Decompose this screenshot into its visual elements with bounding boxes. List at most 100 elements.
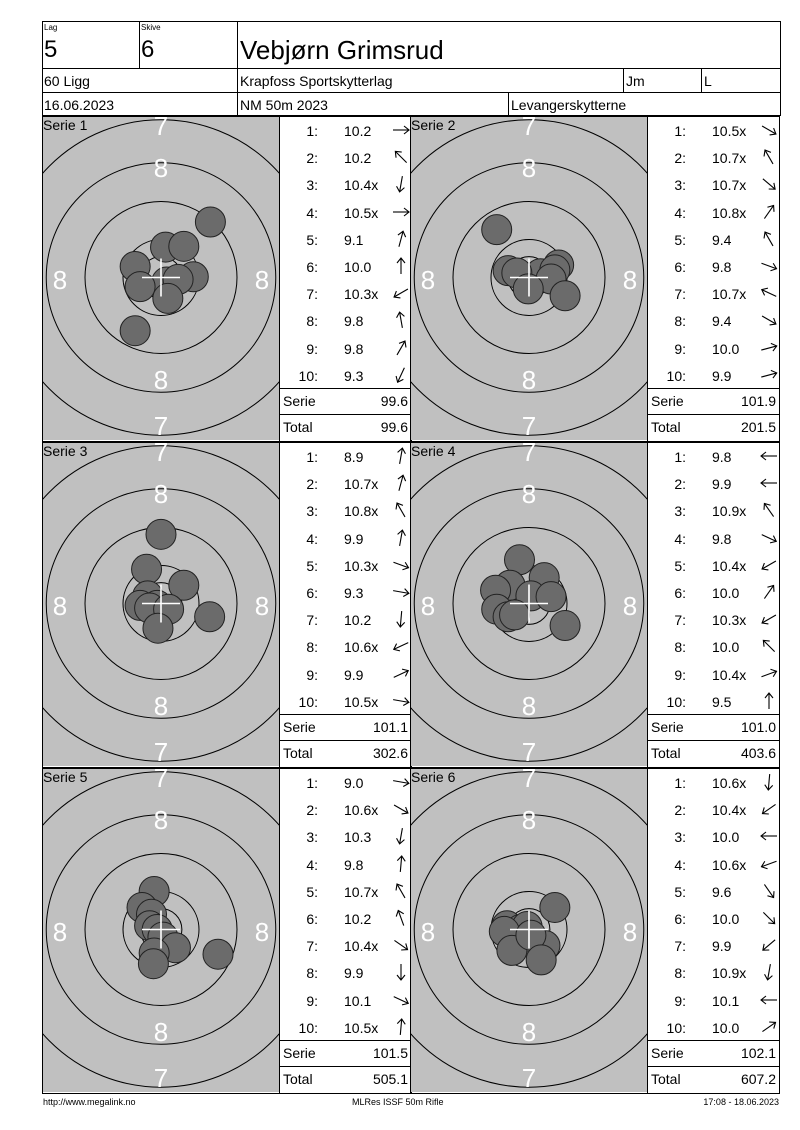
shot-number: 7: (306, 286, 318, 303)
shot-row: 1: 10.5x (648, 117, 780, 144)
serie-total-row: Serie 101.9 (648, 388, 780, 414)
ring-number: 8 (53, 591, 67, 621)
shot-number: 2: (674, 802, 686, 819)
shot-score: 9.8 (712, 449, 732, 465)
shot-row: 9: 10.1 (280, 987, 412, 1014)
sum-value: 505.1 (372, 1071, 408, 1087)
shot-number: 4: (674, 204, 686, 221)
serie-label: Serie 1 (43, 117, 88, 133)
shot-number: 9: (306, 666, 318, 683)
shot-score: 10.7x (712, 150, 747, 167)
target-1: 7 8 8 7 8 8 (43, 117, 279, 440)
shot-number: 3: (674, 503, 686, 520)
shot-score: 9.9 (344, 530, 364, 547)
ring-number: 8 (154, 805, 168, 835)
ring-number: 8 (522, 365, 536, 395)
ring-number: 8 (53, 265, 67, 295)
target-2: 7 8 8 7 8 8 (411, 117, 647, 440)
shot-row: 2: 10.4x (648, 796, 780, 823)
shot-row: 6: 10.2 (280, 905, 412, 932)
shooter-name: Vebjørn Grimsrud (240, 35, 444, 65)
ring-number: 7 (154, 411, 168, 440)
shot-row: 3: 10.7x (648, 171, 780, 198)
target-4: 7 8 8 7 8 8 (411, 443, 647, 766)
direction-arrow-icon (761, 125, 777, 136)
shot-score: 10.3x (712, 612, 747, 629)
shot-row: 3: 10.9x (648, 497, 780, 524)
target-ring (45, 162, 277, 393)
shot-number: 8: (674, 639, 686, 656)
shot-number: 8: (674, 965, 686, 982)
center-cross (510, 910, 548, 949)
shot-number: 3: (306, 829, 318, 846)
direction-arrow-icon (393, 561, 410, 571)
shot-score: 9.5 (712, 693, 732, 710)
shot-row: 9: 9.9 (280, 661, 412, 688)
shot-impact (142, 612, 174, 644)
header-divider (42, 68, 781, 69)
shot-number: 3: (306, 503, 318, 520)
shot-number: 7: (306, 612, 318, 629)
shot-number: 9: (674, 666, 686, 683)
shot-score: 10.2 (344, 911, 372, 927)
shot-score: 9.3 (344, 585, 364, 601)
direction-arrow-icon (761, 315, 777, 326)
shot-score: 10.8x (712, 204, 747, 221)
shot-number: 1: (306, 123, 318, 139)
target-ring (413, 814, 645, 1045)
shot-number: 8: (674, 313, 686, 330)
direction-arrow-icon (762, 640, 776, 653)
shot-row: 1: 10.6x (648, 769, 780, 796)
sum-value: 99.6 (380, 419, 408, 435)
shot-score: 10.7x (344, 476, 379, 493)
direction-arrow-icon (393, 697, 410, 706)
sum-label: Serie (651, 393, 684, 409)
shot-score: 10.3x (344, 557, 379, 574)
shot-impact (202, 938, 234, 970)
sum-value: 607.2 (740, 1071, 776, 1087)
header-divider (623, 68, 624, 92)
shot-impact (539, 891, 571, 923)
header-divider (508, 92, 509, 116)
club-text: Krapfoss Sportskytterlag (240, 73, 393, 89)
direction-arrow-icon (760, 478, 777, 488)
shot-score: 8.9 (344, 449, 364, 465)
direction-arrow-icon (396, 257, 406, 274)
target-ring (413, 162, 645, 393)
direction-arrow-icon (764, 773, 774, 791)
direction-arrow-icon (393, 995, 410, 1006)
direction-arrow-icon (763, 584, 775, 599)
ring-number: 8 (154, 691, 168, 721)
direction-arrow-icon (395, 367, 405, 383)
direction-arrow-icon (760, 287, 777, 298)
shot-row: 5: 10.4x (648, 552, 780, 579)
sum-label: Total (651, 745, 681, 761)
skive-value: 6 (141, 36, 155, 63)
center-cross (510, 584, 548, 623)
ring-number: 8 (623, 265, 637, 295)
shot-number: 4: (306, 530, 318, 547)
date-text: 16.06.2023 (44, 97, 115, 113)
shot-row: 2: 10.7x (648, 144, 780, 171)
target-ring (84, 201, 238, 354)
direction-arrow-icon (395, 883, 406, 899)
direction-arrow-icon (762, 178, 776, 191)
panel-divider (279, 768, 280, 1094)
skive-label: Skive (141, 23, 161, 32)
shot-number: 7: (674, 286, 686, 303)
ring-number: 8 (154, 479, 168, 509)
ring-number: 8 (154, 1017, 168, 1047)
sum-value: 302.6 (372, 745, 408, 761)
shot-row: 5: 9.1 (280, 226, 412, 253)
shot-row: 1: 8.9 (280, 443, 412, 470)
sum-value: 201.5 (740, 419, 776, 435)
shot-row: 7: 10.7x (648, 280, 780, 307)
direction-arrow-icon (393, 804, 409, 815)
shot-number: 10: (298, 367, 318, 384)
shot-score: 9.8 (712, 259, 732, 275)
shot-number: 1: (674, 449, 686, 465)
shot-score: 10.3x (344, 286, 379, 303)
shot-score: 10.4x (712, 802, 747, 819)
ring-number: 8 (522, 1017, 536, 1047)
shot-score: 9.9 (344, 965, 364, 982)
